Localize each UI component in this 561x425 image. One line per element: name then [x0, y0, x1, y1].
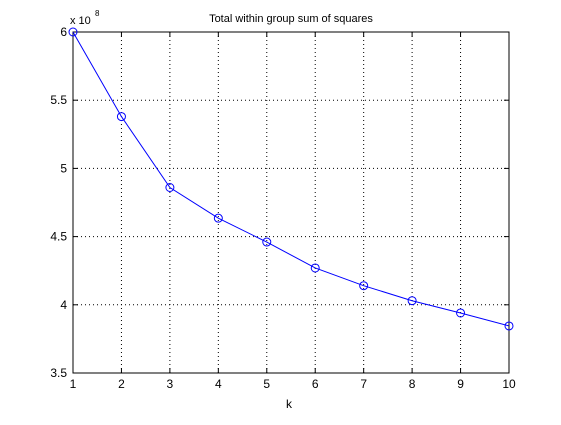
data-point	[310, 263, 320, 273]
data-point	[407, 296, 417, 306]
y-tick-label: 5.5	[50, 93, 67, 107]
y-scale-exponent: 8	[95, 9, 100, 18]
data-point	[504, 321, 514, 331]
x-tick-label: 10	[502, 377, 516, 391]
x-tick-label: 1	[70, 377, 77, 391]
data-point	[359, 281, 369, 291]
series-line	[72, 31, 510, 327]
x-tick-label: 9	[457, 377, 464, 391]
y-tick-label: 4	[60, 298, 67, 312]
y-scale-prefix: x 10	[70, 15, 91, 27]
x-tick-label: 4	[215, 377, 222, 391]
data-point	[262, 237, 272, 247]
chart-title: Total within group sum of squares	[209, 13, 373, 25]
data-point	[68, 27, 78, 37]
x-tick-label: 8	[409, 377, 416, 391]
y-tick-label: 6	[60, 25, 67, 39]
plot-area: 1 2 3 4 5 6 7 8 9 10 3.5 4 4.5 5 5.5 6	[50, 25, 516, 391]
data-point	[456, 308, 466, 318]
data-point	[116, 112, 126, 122]
x-axis-label: k	[286, 397, 293, 411]
x-tick-label: 2	[118, 377, 125, 391]
plot-frame	[72, 31, 510, 374]
x-tick-label: 3	[167, 377, 174, 391]
y-tick-label: 3.5	[50, 366, 67, 380]
y-tick-label: 5	[60, 161, 67, 175]
data-point	[165, 182, 175, 192]
x-tick-label: 7	[360, 377, 367, 391]
x-tick-label: 6	[312, 377, 319, 391]
y-tick-label: 4.5	[50, 230, 67, 244]
data-point	[213, 213, 223, 223]
x-tick-label: 5	[263, 377, 270, 391]
